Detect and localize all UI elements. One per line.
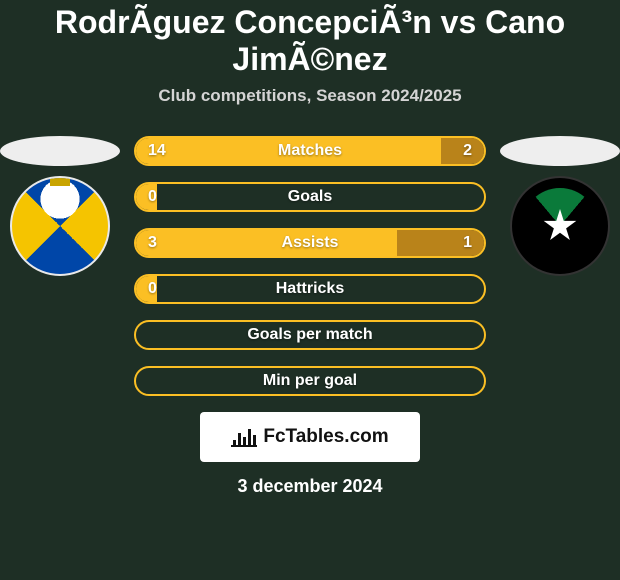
club-badge-left bbox=[10, 176, 110, 276]
stat-bar-value-right: 1 bbox=[463, 234, 472, 252]
stat-bar-label: Assists bbox=[282, 234, 339, 252]
player-left-ellipse bbox=[0, 136, 120, 166]
club-badge-right bbox=[510, 176, 610, 276]
stat-bar-label: Min per goal bbox=[263, 372, 357, 390]
stat-bar-label: Goals per match bbox=[247, 326, 372, 344]
stat-bar-value-right: 2 bbox=[463, 142, 472, 160]
stat-bar-label: Goals bbox=[288, 188, 332, 206]
brand-text: FcTables.com bbox=[263, 426, 388, 448]
stat-bar-value-left: 3 bbox=[148, 234, 157, 252]
brand-chart-icon bbox=[231, 427, 257, 447]
stat-bar-value-left: 14 bbox=[148, 142, 166, 160]
player-left-col bbox=[0, 136, 120, 276]
stat-bar-fill-left bbox=[136, 230, 397, 256]
stat-bar-label: Hattricks bbox=[276, 280, 344, 298]
content: 14 2 Matches 0 Goals 3 1 Assists 0 Hattricks Goals… bbox=[0, 136, 620, 497]
stat-bar: 3 1 Assists bbox=[134, 228, 486, 258]
footer-date: 3 december 2024 bbox=[0, 476, 620, 497]
brand-box: FcTables.com bbox=[200, 412, 420, 462]
stat-bars: 14 2 Matches 0 Goals 3 1 Assists 0 Hattricks Goals… bbox=[134, 136, 486, 396]
page-title: RodrÃ­guez ConcepciÃ³n vs Cano JimÃ©nez bbox=[0, 0, 620, 78]
comparison-card: RodrÃ­guez ConcepciÃ³n vs Cano JimÃ©nez … bbox=[0, 0, 620, 580]
stat-bar: Min per goal bbox=[134, 366, 486, 396]
stat-bar: 0 Hattricks bbox=[134, 274, 486, 304]
player-right-ellipse bbox=[500, 136, 620, 166]
stat-bar: 0 Goals bbox=[134, 182, 486, 212]
stat-bar-value-left: 0 bbox=[148, 280, 157, 298]
player-right-col bbox=[500, 136, 620, 276]
stat-bar-value-left: 0 bbox=[148, 188, 157, 206]
page-subtitle: Club competitions, Season 2024/2025 bbox=[0, 86, 620, 106]
stat-bar: 14 2 Matches bbox=[134, 136, 486, 166]
stat-bar: Goals per match bbox=[134, 320, 486, 350]
stat-bar-label: Matches bbox=[278, 142, 342, 160]
